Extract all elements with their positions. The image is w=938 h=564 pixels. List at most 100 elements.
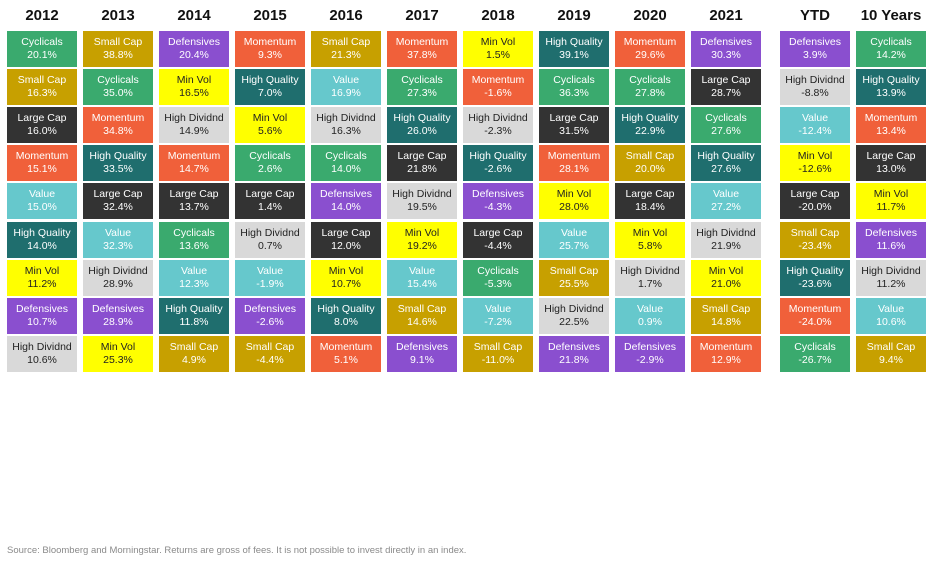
factor-label: Small Cap	[397, 303, 447, 315]
factor-cell: Cyclicals -26.7%	[780, 336, 850, 372]
factor-cell: High Dividnd 19.5%	[387, 183, 457, 219]
factor-return-value: 12.9%	[711, 354, 741, 366]
factor-cell: Value -1.9%	[235, 260, 305, 296]
factor-label: Min Vol	[100, 341, 136, 353]
factor-label: Large Cap	[701, 74, 751, 86]
factor-cell: High Quality 33.5%	[83, 145, 153, 181]
factor-return-value: 19.5%	[407, 201, 437, 213]
factor-label: Momentum	[15, 150, 69, 162]
factor-label: Value	[877, 303, 905, 315]
factor-label: High Dividnd	[785, 74, 845, 86]
column-header: 2018	[481, 7, 515, 24]
factor-cell: Large Cap 1.4%	[235, 183, 305, 219]
factor-label: High Quality	[621, 112, 679, 124]
factor-label: Min Vol	[176, 74, 212, 86]
factor-return-value: 14.0%	[331, 163, 361, 175]
factor-label: High Dividnd	[696, 227, 756, 239]
factor-return-value: -4.4%	[256, 354, 284, 366]
factor-return-value: 16.3%	[331, 125, 361, 137]
factor-cell: Cyclicals -5.3%	[463, 260, 533, 296]
factor-cell: Large Cap 28.7%	[691, 69, 761, 105]
factor-label: Value	[801, 112, 829, 124]
factor-label: High Quality	[469, 150, 527, 162]
factor-label: High Dividnd	[468, 112, 528, 124]
factor-label: Cyclicals	[870, 36, 912, 48]
factor-cell: Small Cap 38.8%	[83, 31, 153, 67]
factor-label: Small Cap	[17, 74, 67, 86]
factor-cell: Cyclicals 27.3%	[387, 69, 457, 105]
factor-return-value: 14.2%	[876, 49, 906, 61]
factor-cell: Small Cap -23.4%	[780, 222, 850, 258]
factor-return-value: -11.0%	[481, 354, 515, 366]
factor-label: Cyclicals	[553, 74, 595, 86]
factor-return-value: 18.4%	[635, 201, 665, 213]
factor-return-value: 26.0%	[407, 125, 437, 137]
factor-return-value: -26.7%	[798, 354, 832, 366]
factor-label: Defensives	[548, 341, 600, 353]
factor-return-value: -24.0%	[798, 316, 832, 328]
factor-return-value: 8.0%	[334, 316, 358, 328]
factor-label: Value	[408, 265, 436, 277]
factor-label: Cyclicals	[21, 36, 63, 48]
factor-cell: Momentum 15.1%	[7, 145, 77, 181]
factor-cell: Large Cap 18.4%	[615, 183, 685, 219]
factor-label: Defensives	[700, 36, 752, 48]
factor-cell: High Dividnd 10.6%	[7, 336, 77, 372]
factor-label: Momentum	[471, 74, 525, 86]
factor-return-value: -4.4%	[484, 240, 512, 252]
factor-label: High Quality	[697, 150, 755, 162]
factor-cell: Large Cap 13.0%	[856, 145, 926, 181]
factor-return-value: 16.5%	[179, 87, 209, 99]
factor-label: Cyclicals	[794, 341, 836, 353]
factor-return-value: 14.0%	[331, 201, 361, 213]
factor-label: High Dividnd	[392, 188, 452, 200]
factor-label: High Quality	[241, 74, 299, 86]
factor-label: High Dividnd	[620, 265, 680, 277]
factor-return-value: 30.3%	[711, 49, 741, 61]
column-header: 10 Years	[860, 7, 922, 24]
factor-cell: Min Vol 1.5%	[463, 31, 533, 67]
factor-cell: Cyclicals 13.6%	[159, 222, 229, 258]
factor-return-value: 21.3%	[331, 49, 361, 61]
factor-return-value: 0.9%	[638, 316, 662, 328]
factor-return-value: -1.9%	[256, 278, 284, 290]
factor-return-value: 20.1%	[27, 49, 57, 61]
factor-cell: Momentum 29.6%	[615, 31, 685, 67]
factor-cell: High Dividnd 16.3%	[311, 107, 381, 143]
factor-cell: High Quality 13.9%	[856, 69, 926, 105]
factor-label: Cyclicals	[629, 74, 671, 86]
factor-label: Value	[560, 227, 588, 239]
factor-label: High Quality	[13, 227, 71, 239]
factor-label: Cyclicals	[249, 150, 291, 162]
factor-label: High Quality	[545, 36, 603, 48]
factor-cell: High Quality -23.6%	[780, 260, 850, 296]
factor-return-value: -2.9%	[636, 354, 664, 366]
factor-cell: Value 12.3%	[159, 260, 229, 296]
factor-return-value: 13.7%	[179, 201, 209, 213]
factor-returns-table: 2012 Cyclicals 20.1% Small Cap 16.3% Large Ca…	[7, 7, 926, 372]
factor-label: Value	[28, 188, 56, 200]
factor-label: Momentum	[395, 36, 449, 48]
factor-return-value: 9.3%	[258, 49, 282, 61]
factor-return-value: 28.0%	[559, 201, 589, 213]
factor-return-value: 10.7%	[27, 316, 57, 328]
factor-cell: Min Vol 25.3%	[83, 336, 153, 372]
factor-return-value: 9.4%	[879, 354, 903, 366]
factor-label: Momentum	[623, 36, 677, 48]
factor-label: Min Vol	[328, 265, 364, 277]
factor-label: Value	[712, 188, 740, 200]
factor-label: High Dividnd	[164, 112, 224, 124]
factor-cell: Defensives 28.9%	[83, 298, 153, 334]
factor-label: High Dividnd	[240, 227, 300, 239]
factor-return-value: 13.9%	[876, 87, 906, 99]
factor-label: Large Cap	[473, 227, 523, 239]
factor-return-value: -5.3%	[484, 278, 512, 290]
factor-cell: Min Vol 19.2%	[387, 222, 457, 258]
source-note: Source: Bloomberg and Morningstar. Retur…	[7, 545, 467, 556]
factor-return-value: 25.7%	[559, 240, 589, 252]
factor-cell: Large Cap 32.4%	[83, 183, 153, 219]
factor-return-value: 12.0%	[331, 240, 361, 252]
factor-return-value: 21.8%	[407, 163, 437, 175]
factor-return-value: 11.2%	[27, 278, 57, 290]
factor-cell: Cyclicals 35.0%	[83, 69, 153, 105]
